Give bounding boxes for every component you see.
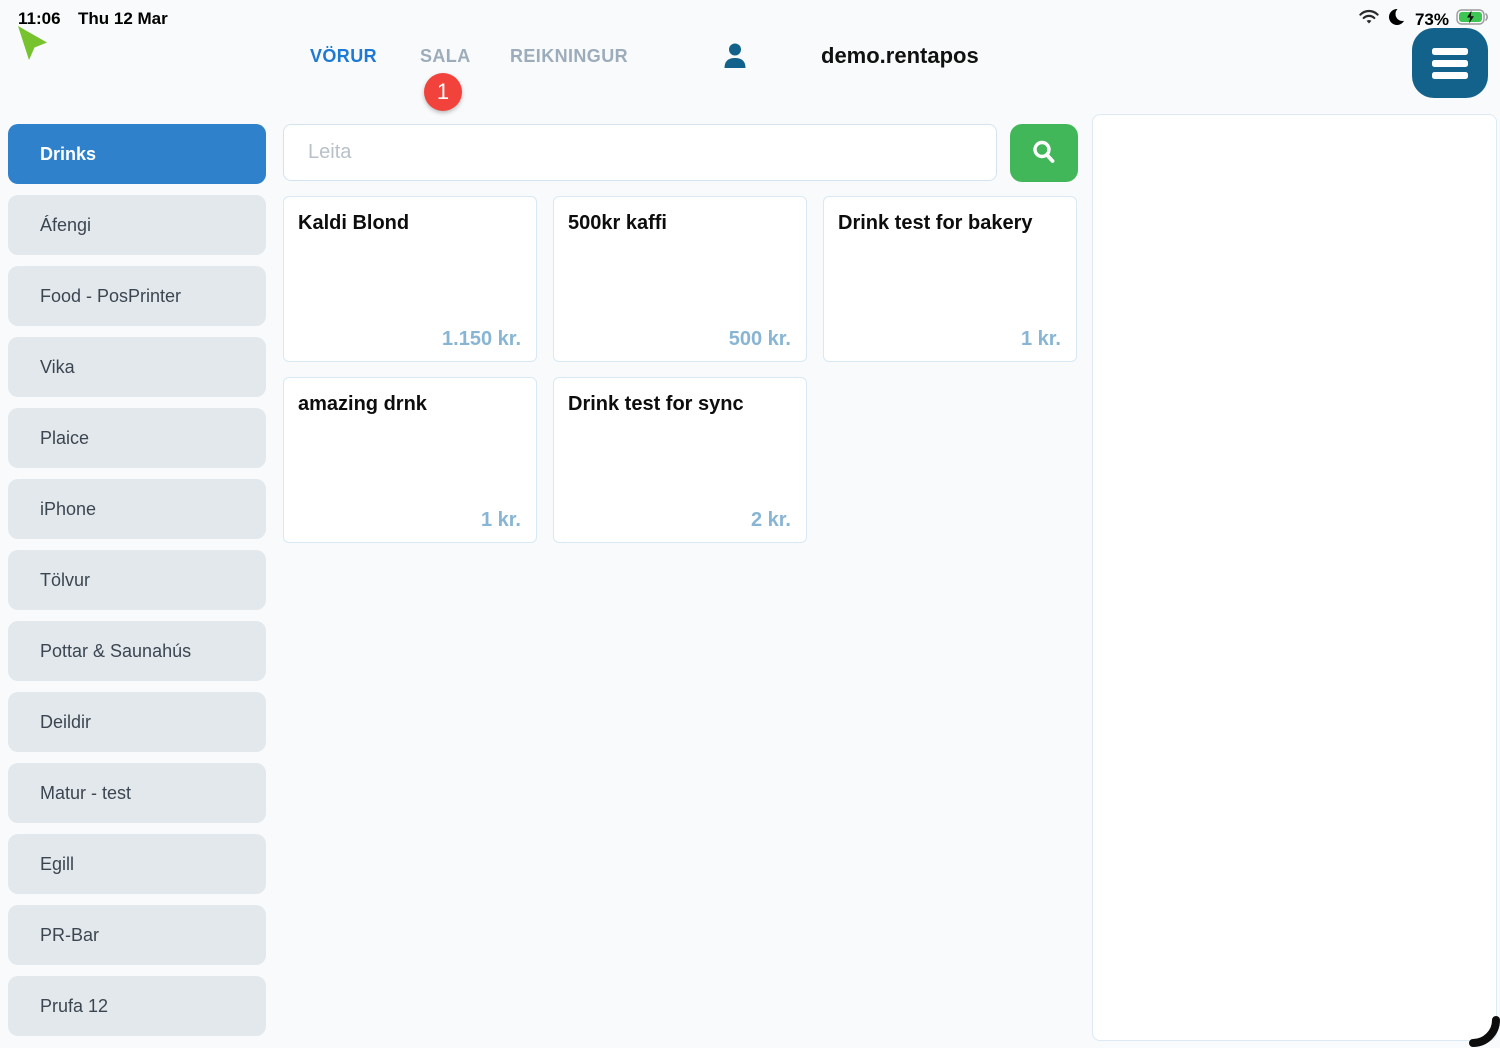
tab-vorur[interactable]: VÖRUR bbox=[310, 46, 378, 66]
product-card-drink-test-for-bakery[interactable]: Drink test for bakery 1 kr. bbox=[823, 196, 1077, 362]
search-input[interactable] bbox=[283, 124, 997, 181]
menu-button[interactable] bbox=[1412, 28, 1488, 98]
product-grid: Kaldi Blond 1.150 kr. 500kr kaffi 500 kr… bbox=[283, 196, 1079, 543]
sidebar-item-prufa-12[interactable]: Prufa 12 bbox=[8, 976, 266, 1036]
sidebar-item-iphone[interactable]: iPhone bbox=[8, 479, 266, 539]
product-card-kaldi-blond[interactable]: Kaldi Blond 1.150 kr. bbox=[283, 196, 537, 362]
product-name: 500kr kaffi bbox=[568, 212, 667, 234]
product-card-drink-test-for-sync[interactable]: Drink test for sync 2 kr. bbox=[553, 377, 807, 543]
user-icon[interactable] bbox=[722, 42, 748, 75]
menu-icon bbox=[1432, 47, 1468, 55]
product-price: 500 kr. bbox=[728, 328, 791, 350]
product-name: Drink test for bakery bbox=[838, 212, 1033, 234]
battery-charging-icon bbox=[1456, 8, 1490, 31]
product-name: Drink test for sync bbox=[568, 393, 744, 415]
product-price: 2 kr. bbox=[750, 509, 791, 531]
product-name: Kaldi Blond bbox=[298, 212, 410, 234]
status-time: 11:06 bbox=[18, 9, 61, 28]
product-price: 1 kr. bbox=[1020, 328, 1061, 350]
search-button[interactable] bbox=[1010, 124, 1078, 182]
loading-spinner-icon bbox=[1440, 992, 1500, 1048]
wifi-icon bbox=[1357, 8, 1381, 31]
sidebar-item-plaice[interactable]: Plaice bbox=[8, 408, 266, 468]
sidebar-item-egill[interactable]: Egill bbox=[8, 834, 266, 894]
cursor-icon bbox=[16, 26, 50, 71]
sidebar-item-vika[interactable]: Vika bbox=[8, 337, 266, 397]
sidebar-item-deildir[interactable]: Deildir bbox=[8, 692, 266, 752]
status-date: Thu 12 Mar bbox=[78, 9, 168, 28]
sidebar-item-drinks[interactable]: Drinks bbox=[8, 124, 266, 184]
search-icon bbox=[1030, 138, 1058, 169]
sidebar-item-afengi[interactable]: Áfengi bbox=[8, 195, 266, 255]
product-name: amazing drnk bbox=[298, 393, 427, 415]
sala-notification-badge: 1 bbox=[424, 73, 462, 111]
account-name: demo.rentapos bbox=[821, 43, 979, 68]
product-card-500kr-kaffi[interactable]: 500kr kaffi 500 kr. bbox=[553, 196, 807, 362]
status-right-cluster: 73% bbox=[1357, 7, 1490, 32]
product-price: 1.150 kr. bbox=[442, 328, 521, 350]
sidebar-item-tolvur[interactable]: Tölvur bbox=[8, 550, 266, 610]
tab-sala[interactable]: SALA bbox=[420, 46, 471, 66]
category-sidebar: Drinks Áfengi Food - PosPrinter Vika Pla… bbox=[8, 124, 266, 1047]
sidebar-item-matur-test[interactable]: Matur - test bbox=[8, 763, 266, 823]
sidebar-item-food-posprinter[interactable]: Food - PosPrinter bbox=[8, 266, 266, 326]
battery-percent: 73% bbox=[1414, 9, 1449, 29]
sidebar-item-pr-bar[interactable]: PR-Bar bbox=[8, 905, 266, 965]
sidebar-item-pottar-saunahus[interactable]: Pottar & Saunahús bbox=[8, 621, 266, 681]
cart-panel bbox=[1092, 114, 1497, 1041]
product-price: 1 kr. bbox=[480, 509, 521, 531]
moon-icon bbox=[1388, 7, 1410, 32]
product-card-amazing-drnk[interactable]: amazing drnk 1 kr. bbox=[283, 377, 537, 543]
tab-reikningur[interactable]: REIKNINGUR bbox=[510, 46, 629, 66]
